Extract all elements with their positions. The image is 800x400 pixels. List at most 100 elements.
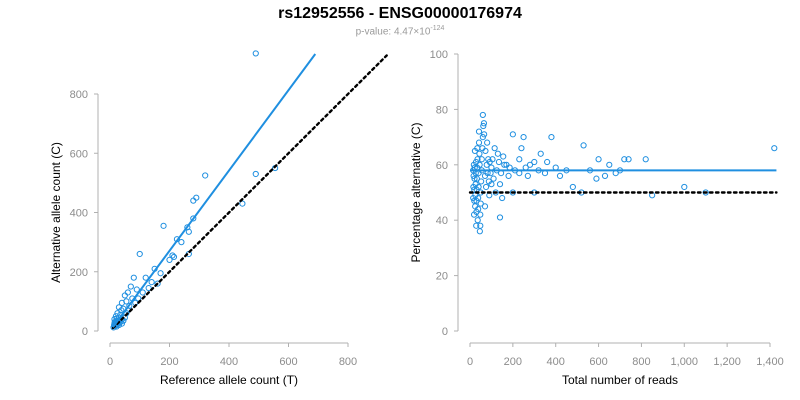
data-point [476,228,483,235]
data-point [148,279,155,286]
pvalue-exponent: -124 [430,25,445,32]
data-point [135,295,142,302]
data-point [142,274,149,281]
data-point [524,172,531,179]
data-point [474,217,481,224]
data-point [494,150,501,157]
pvalue-times: × [413,26,420,38]
x-tick-label: 0 [467,356,473,368]
data-point [482,147,489,155]
data-point [166,256,173,263]
data-point [154,280,161,287]
data-point [252,50,259,57]
pvalue-mantissa: 4.47 [393,26,414,38]
data-point [526,161,534,168]
right-panel: 0 200 400 600 800 1,000 1,200 1,400 0 20 40 60 80 100… [409,49,784,387]
data-point [473,222,480,229]
left-panel: 0 200 400 600 800 0 200 400 600 800 Reference alle… [49,50,388,387]
y-tick-label: 800 [70,89,88,101]
data-point [239,200,246,207]
data-point [595,156,602,163]
y-tick-label: 20 [436,271,448,283]
data-point [500,153,507,160]
data-point [169,252,176,259]
data-point [190,197,197,204]
data-point [178,239,185,246]
y-tick-label: 600 [70,148,88,160]
x-tick-label: 1,400 [756,356,784,368]
data-point [136,250,143,258]
data-point [471,186,478,193]
data-point [518,145,525,152]
data-point [145,284,152,292]
data-point [470,194,477,202]
chart-subtitle: p-value: 4.47×10-124 [0,25,800,37]
x-tick-label: 400 [220,356,238,368]
data-point [126,302,133,309]
x-tick-label: 1,000 [671,356,699,368]
pvalue-base: 10 [419,26,431,38]
pvalue-label: p-value: [355,26,394,38]
y-tick-label: 60 [436,160,448,172]
data-point [193,194,200,201]
data-point [531,158,538,166]
data-point [481,203,489,210]
data-point [480,120,488,127]
x-tick-label: 0 [107,356,113,368]
data-point [490,175,497,182]
data-point [537,150,544,157]
x-tick-label: 800 [339,356,357,368]
data-point [606,161,613,168]
data-point [470,183,477,191]
plot-area [110,50,388,331]
data-point [252,170,259,178]
y-tick-label: 200 [70,267,88,279]
data-point [133,286,140,293]
x-axis-title: Total number of reads [562,373,678,387]
data-point [476,150,483,157]
data-point [475,128,483,135]
data-point [471,147,479,155]
data-point [478,156,485,163]
data-point [139,289,146,296]
data-point [121,292,128,299]
data-point [202,172,209,179]
data-point [621,156,628,163]
data-point [601,172,609,179]
y-tick-label: 40 [436,215,448,227]
data-point [548,134,555,141]
y-tick-label: 0 [82,326,88,338]
data-point [556,172,564,179]
x-tick-label: 600 [589,356,607,368]
data-point [471,197,478,204]
data-point [127,283,134,290]
data-point [580,142,587,149]
data-point [505,172,512,179]
reference-line [111,54,388,330]
x-axis-title: Reference allele count (T) [160,373,298,387]
data-point [160,222,167,229]
data-point [516,156,523,163]
x-tick-label: 200 [160,356,178,368]
plot-area [468,111,778,235]
data-point [544,158,551,166]
data-point [771,145,778,152]
y-tick-label: 100 [430,49,448,61]
data-point [509,131,516,138]
data-point [681,183,688,191]
y-axis-title: Alternative allele count (C) [49,142,63,283]
x-tick-label: 400 [547,356,565,368]
data-point [496,181,504,188]
data-point [520,134,527,141]
data-point [489,156,496,163]
data-point [157,270,164,277]
data-point [501,161,508,168]
y-tick-label: 80 [436,104,448,116]
y-axis-title: Percentage alternative (C) [409,122,423,262]
data-point [482,183,490,191]
data-point [481,131,488,138]
chart-title: rs12952556 - ENSG00000176974 [278,5,522,22]
data-point [625,156,632,163]
